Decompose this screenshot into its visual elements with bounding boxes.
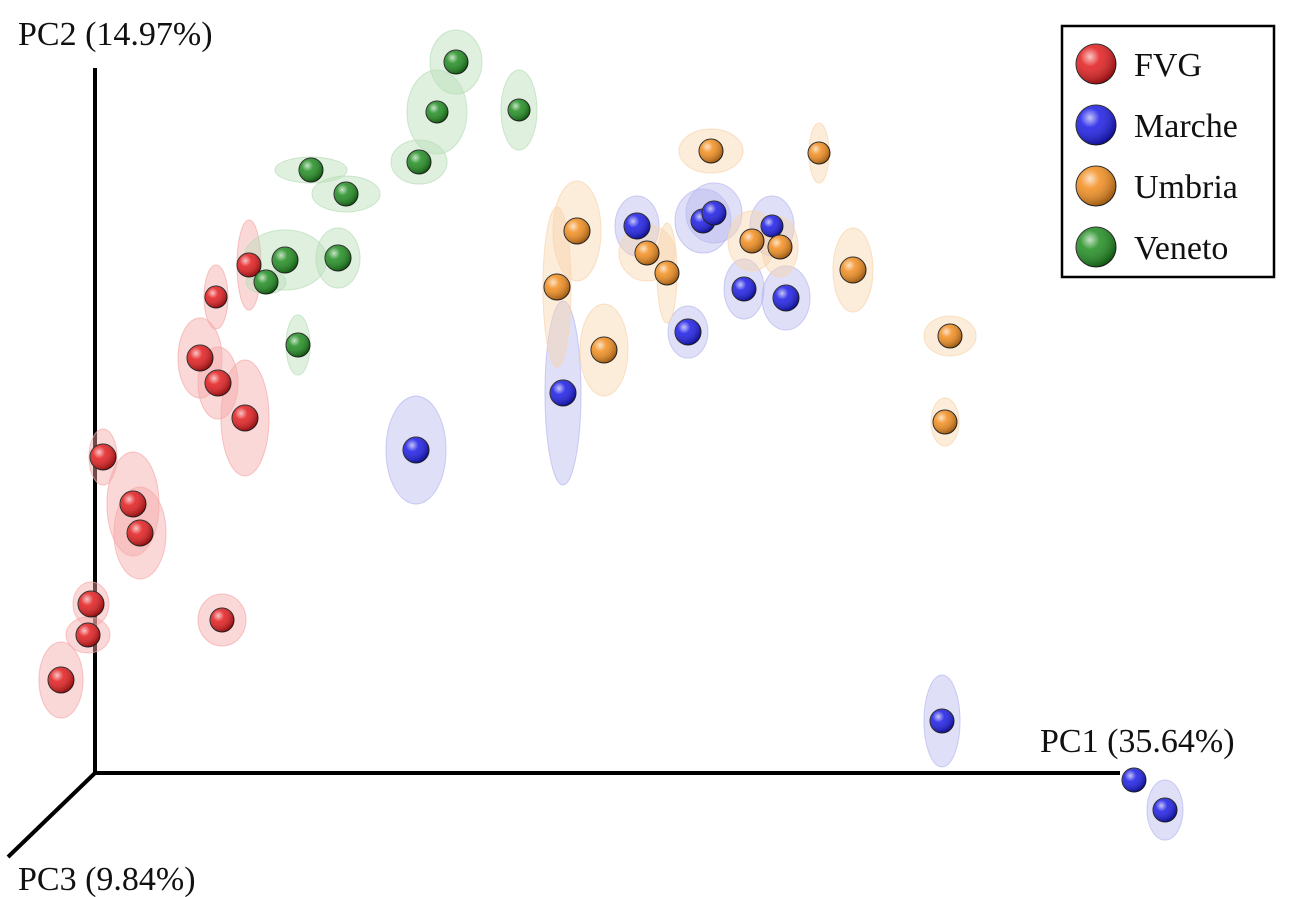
legend-item-fvg: FVG: [1075, 43, 1202, 85]
fvg-point-1: [89, 443, 117, 471]
fvg-point-2: [119, 490, 147, 518]
fvg-point-5: [75, 622, 101, 648]
marche-point-10: [929, 708, 955, 734]
marche-point-6: [701, 200, 727, 226]
pc1-axis-label: PC1 (35.64%): [1040, 723, 1235, 760]
legend-label-marche: Marche: [1134, 108, 1238, 145]
data-points: [47, 49, 1178, 823]
umbria-point-11: [937, 323, 963, 349]
pc3-axis-label: PC3 (9.84%): [18, 861, 196, 897]
legend-item-umbria: Umbria: [1075, 165, 1238, 207]
fvg-point-12: [236, 252, 262, 278]
confidence-ellipses: [38, 29, 1184, 841]
marche-point-4: [623, 212, 651, 240]
umbria-point-3: [563, 217, 591, 245]
fvg-point-7: [209, 607, 235, 633]
veneto-point-6: [333, 181, 359, 207]
legend-label-umbria: Umbria: [1134, 169, 1238, 206]
marche-point-3: [674, 318, 702, 346]
marche-point-11: [1121, 767, 1147, 793]
umbria-point-2: [807, 141, 831, 165]
umbria-point-7: [739, 228, 765, 254]
legend: FVG Marche Umbria Veneto: [1060, 24, 1276, 279]
marche-point-1: [402, 436, 430, 464]
marche-point-12: [1152, 797, 1178, 823]
legend-label-veneto: Veneto: [1134, 230, 1228, 267]
umbria-point-4: [543, 273, 571, 301]
veneto-point-4: [406, 149, 432, 175]
fvg-point-10: [231, 404, 259, 432]
marche-point-2: [549, 379, 577, 407]
umbria-point-5: [634, 240, 660, 266]
veneto-point-10: [285, 332, 311, 358]
umbria-point-6: [654, 260, 680, 286]
pc3-axis-line: [6, 771, 97, 859]
veneto-point-2: [507, 98, 531, 122]
marche-point-8: [731, 276, 757, 302]
fvg-point-6: [47, 666, 75, 694]
fvg-point-11: [204, 285, 228, 309]
veneto-point-3: [425, 100, 449, 124]
legend-item-veneto: Veneto: [1075, 226, 1228, 268]
umbria-point-9: [839, 256, 867, 284]
legend-item-marche: Marche: [1075, 104, 1238, 146]
fvg-point-3: [126, 519, 154, 547]
fvg-point-8: [186, 344, 214, 372]
umbria-point-12: [932, 409, 958, 435]
veneto-point-9: [253, 269, 279, 295]
veneto-point-5: [298, 157, 324, 183]
veneto-point-8: [324, 244, 352, 272]
marche-point-9: [772, 284, 800, 312]
umbria-point-10: [590, 336, 618, 364]
veneto-point-7: [271, 246, 299, 274]
fvg-point-9: [204, 369, 232, 397]
veneto-point-1: [443, 49, 469, 75]
axes: [6, 68, 1120, 859]
legend-label-fvg: FVG: [1134, 47, 1202, 84]
fvg-point-4: [77, 590, 105, 618]
umbria-point-1: [698, 138, 724, 164]
marche-point-7: [760, 214, 784, 238]
pc2-axis-label: PC2 (14.97%): [18, 16, 213, 53]
umbria-point-8: [767, 234, 793, 260]
